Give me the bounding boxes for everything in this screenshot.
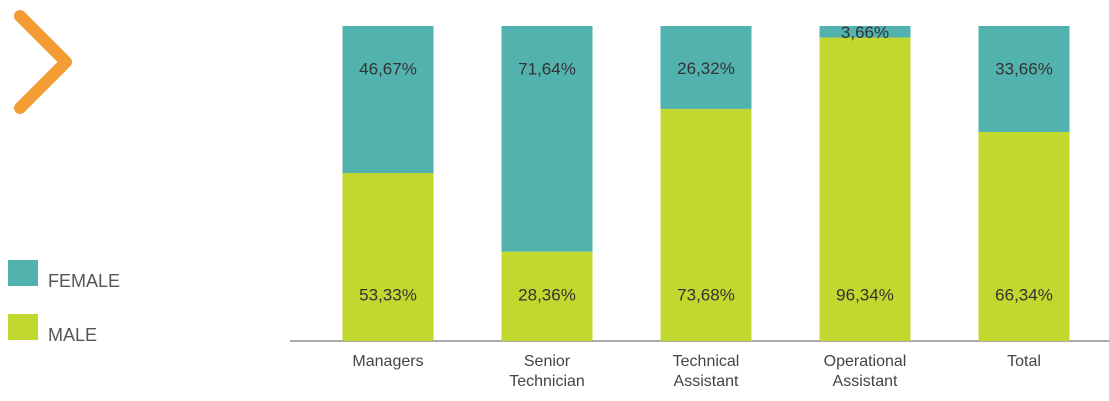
value-label: 96,34% — [836, 285, 894, 304]
legend-label: MALE — [48, 325, 97, 345]
bar-segment — [342, 26, 434, 174]
bar-segment — [978, 26, 1070, 133]
chevron — [14, 10, 72, 114]
bar-segment — [660, 108, 752, 342]
bar-segment — [660, 26, 752, 109]
bar-segment — [501, 251, 593, 341]
value-label: 33,66% — [995, 59, 1053, 78]
x-tick-label: Operational Assistant — [823, 353, 907, 390]
x-tick-label: Technical Assistant — [672, 353, 740, 390]
value-label: 28,36% — [518, 285, 576, 304]
legend-label: FEMALE — [48, 271, 120, 291]
value-label: 53,33% — [359, 285, 417, 304]
x-tick-label: Total — [1007, 353, 1041, 370]
bar-segment — [342, 173, 434, 341]
value-label: 66,34% — [995, 285, 1053, 304]
bar-segment — [501, 26, 593, 252]
x-tick-label: Senior Technician — [509, 353, 585, 390]
value-label: 71,64% — [518, 59, 576, 78]
value-label: 46,67% — [359, 59, 417, 78]
value-label: 3,66% — [841, 23, 889, 42]
value-label: 73,68% — [677, 285, 735, 304]
bar-segment — [819, 26, 911, 38]
value-label: 26,32% — [677, 59, 735, 78]
bar-segment — [819, 37, 911, 342]
legend-swatch — [8, 260, 38, 286]
legend-swatch — [8, 314, 38, 340]
x-tick-label: Managers — [352, 353, 424, 370]
bar-segment — [978, 132, 1070, 341]
